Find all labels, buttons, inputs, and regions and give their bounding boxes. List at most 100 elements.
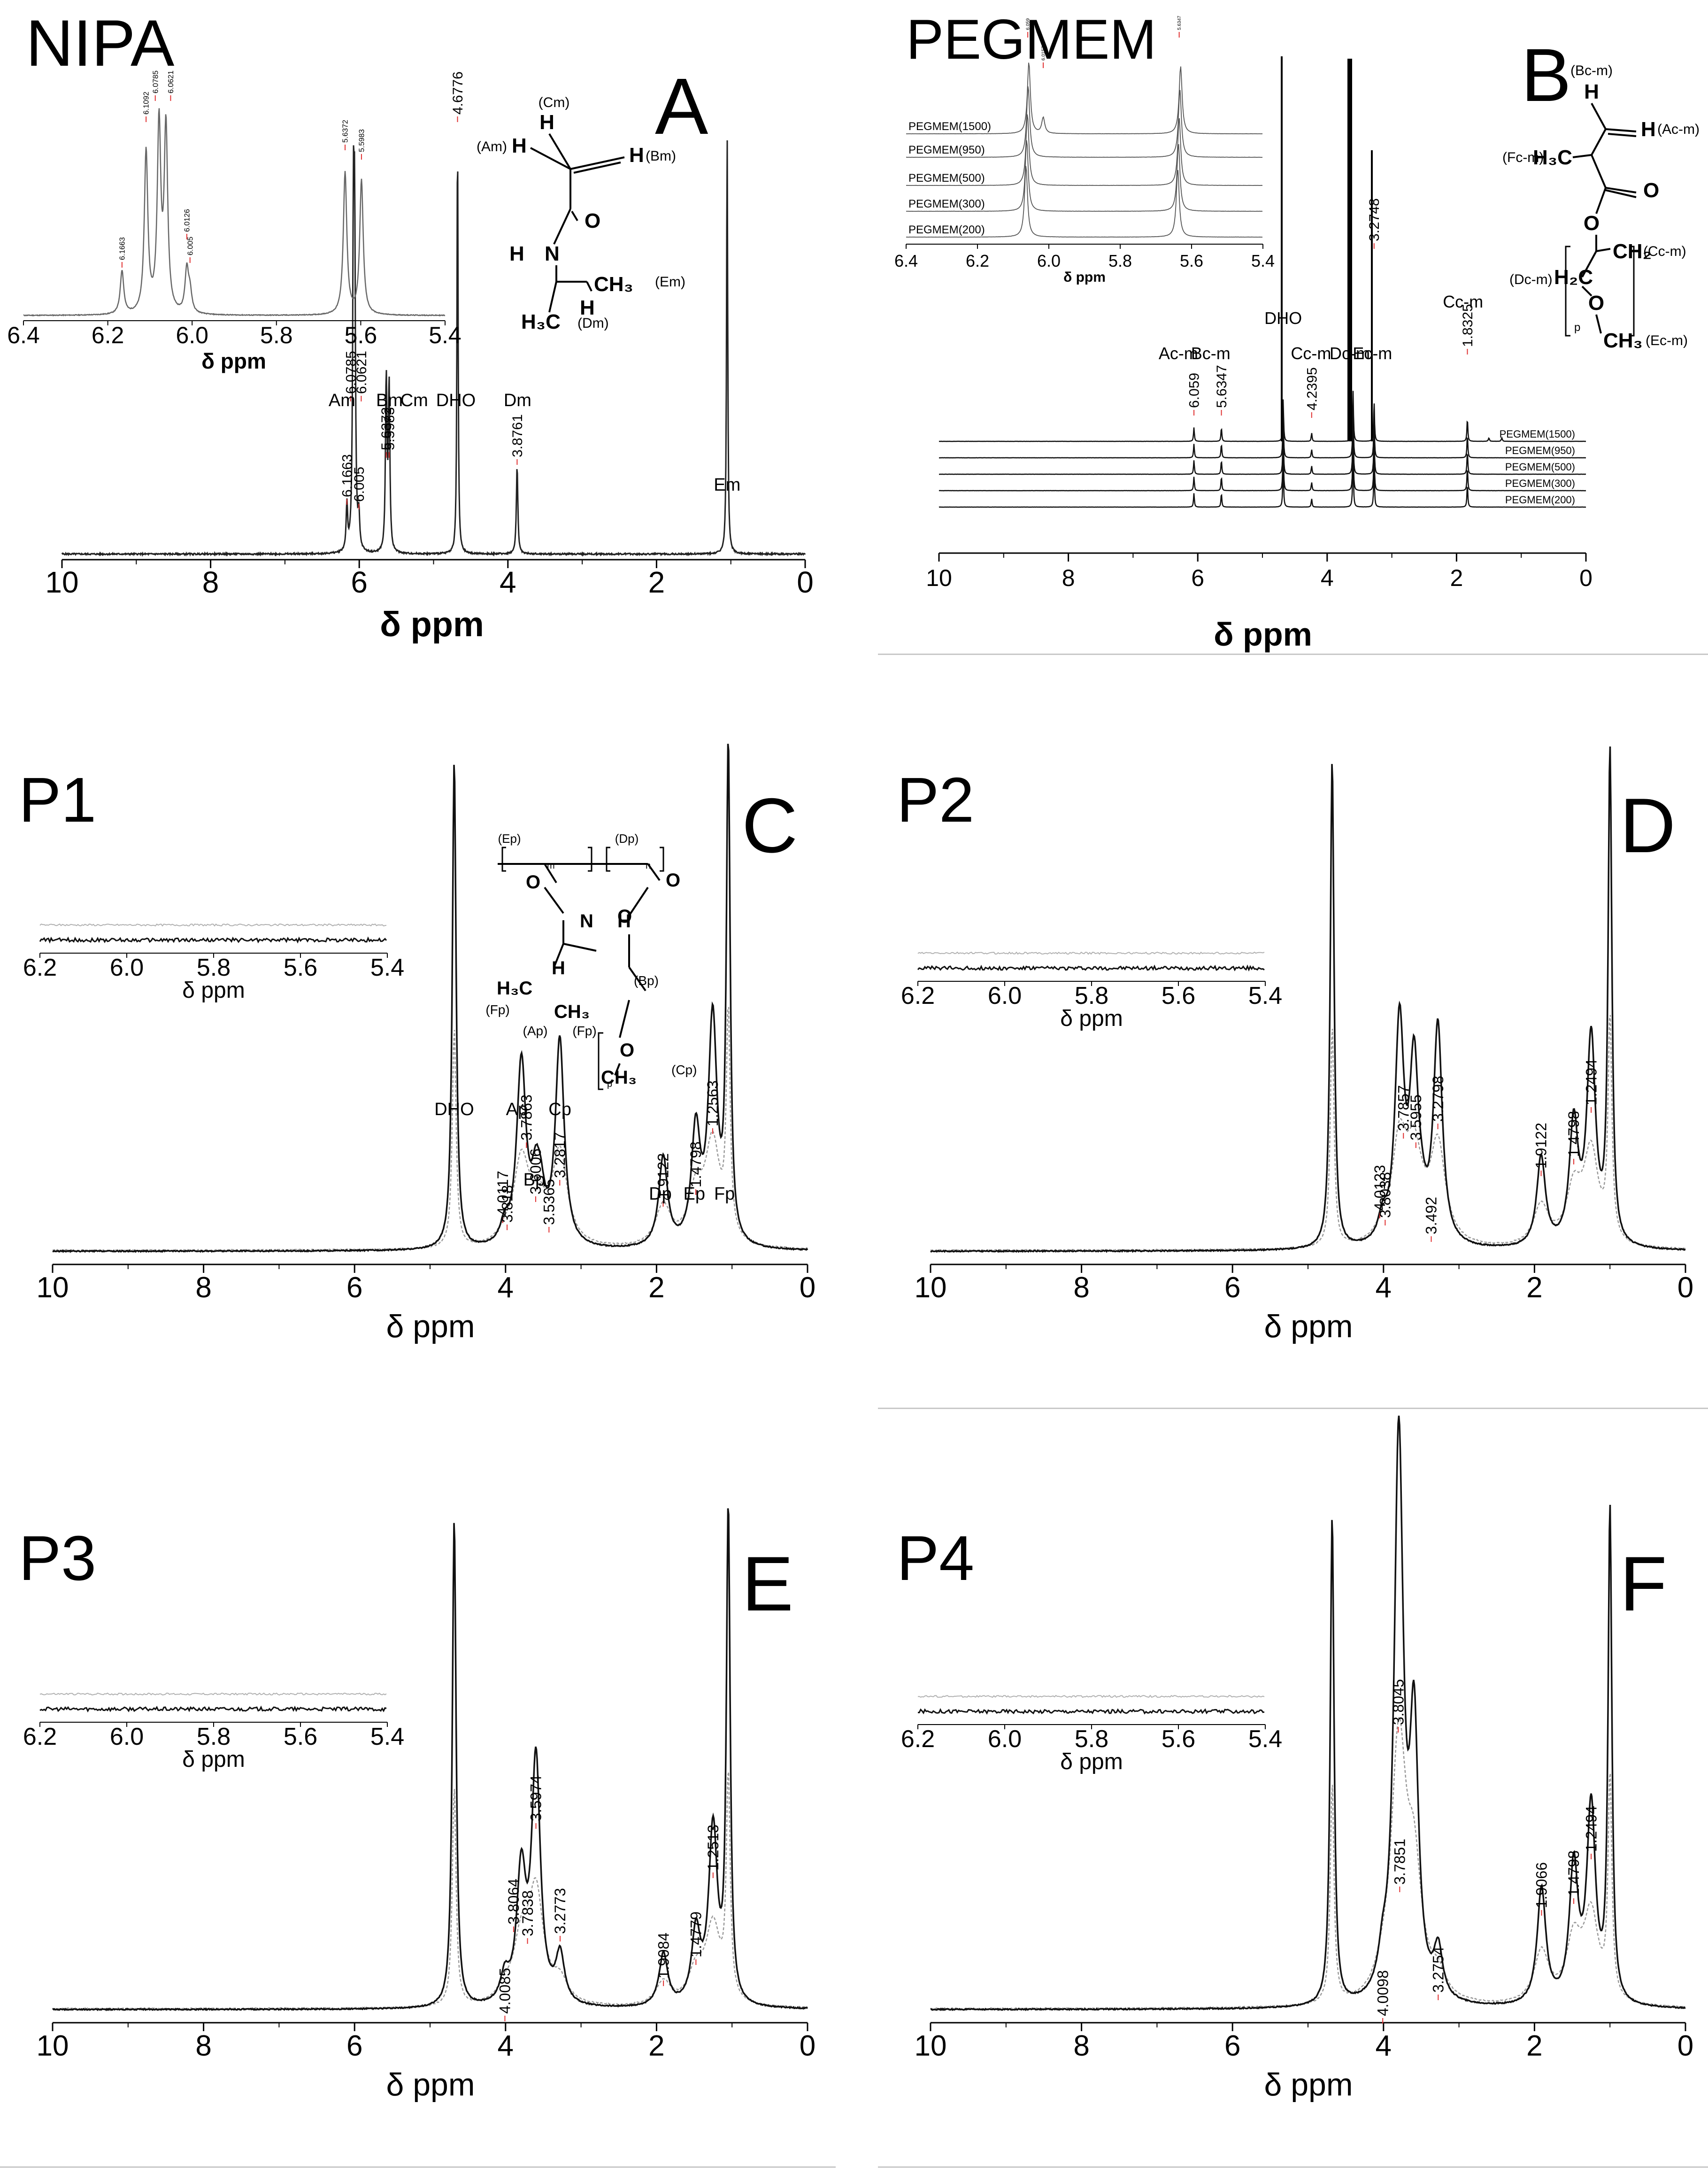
peak-label-group: 3.2817 [552, 1132, 569, 1186]
dashed-spectrum-line [52, 1007, 808, 1252]
peak-label: 3.8064 [505, 1879, 522, 1925]
structure-bond [628, 966, 646, 992]
peak-label: 1.9084 [655, 1933, 672, 1979]
inset-axis: 6.2 6.0 5.8 5.6 5.4 [23, 953, 404, 981]
peak-label-group: 3.7851 [1392, 1839, 1408, 1892]
inset-peak-label: 6.0157 [1041, 46, 1046, 61]
inset-tick-label: 5.8 [197, 954, 231, 981]
peak-label: 3.2817 [552, 1132, 569, 1178]
spectrum-line [61, 140, 806, 557]
peak-label-group: 1.2563 [704, 1080, 721, 1134]
main-tick-label: 8 [1062, 565, 1075, 591]
inset-tick-label: 5.6 [345, 322, 377, 348]
spectrum-series-line [939, 440, 1586, 492]
divider-b [878, 654, 1708, 655]
main-axis: 10 8 6 4 2 0 [926, 552, 1593, 591]
main-tick-label: 4 [498, 2030, 514, 2062]
main-tick-label: 4 [500, 565, 516, 599]
structure-bond [614, 1063, 621, 1076]
spectrum-series-line [939, 424, 1586, 475]
inset-spectrum-line [39, 1705, 387, 1713]
peak-label-group: 3.8038 [1377, 1172, 1394, 1225]
inset-peak-label-group: 6.0126 [183, 209, 191, 239]
structure-bond [548, 281, 557, 313]
inset-axis: 6.2 6.0 5.8 5.6 5.4 [901, 981, 1282, 1009]
structure-bracket [1565, 246, 1570, 337]
dashed-spectrum-line [52, 1772, 808, 2010]
peak-label: 1.4798 [1565, 1111, 1582, 1157]
peak-label: 1.4798 [1565, 1850, 1582, 1896]
peak-label: 3.7838 [519, 1890, 536, 1936]
main-tick-label: 10 [926, 565, 952, 591]
structure-bond [1605, 128, 1637, 132]
main-axis: 10 8 6 4 2 0 [915, 2022, 1693, 2062]
spectrum-line [52, 1508, 808, 2011]
structure-atom: O [666, 870, 680, 891]
peak-label-group: 3.2748 [1367, 198, 1382, 249]
peak-label: 3.6006 [527, 1148, 544, 1194]
structure-bond [1581, 285, 1593, 297]
inset-axis: 6.4 6.2 6.0 5.8 5.6 5.4 [7, 320, 462, 348]
peak-label: 3.2798 [1430, 1076, 1446, 1122]
x-axis-label: δ ppm [1264, 1309, 1353, 1344]
inset-spectrum-line [918, 1708, 1265, 1715]
inset-tick-label: 6.4 [7, 322, 40, 348]
series-label: PEGMEM(500) [1505, 461, 1575, 473]
inset-series-line [906, 140, 1263, 212]
panel-letter: B [1521, 33, 1571, 117]
panel-letter: C [742, 782, 798, 869]
structure-bracket [501, 847, 506, 872]
main-tick-label: 0 [797, 565, 814, 599]
main-tick-label: 0 [800, 1271, 816, 1304]
peak-assignment: DHO [1264, 308, 1302, 328]
panel-title: P4 [897, 1523, 974, 1594]
structure-bond [570, 156, 625, 170]
inset-peak-label-group: 5.6347 [1177, 15, 1182, 38]
inset-peak-label-group: 6.0621 [167, 70, 175, 101]
structure-bond [1595, 314, 1602, 334]
structure-bond [1591, 154, 1607, 188]
structure-bond [619, 1000, 630, 1038]
inset-tick-label: 6.0 [988, 1726, 1022, 1753]
panel-title: NIPA [26, 6, 175, 80]
structure-label: (Em) [655, 274, 685, 290]
peak-label: 3.492 [1423, 1197, 1440, 1234]
peak-assignment: Ec-m [1353, 344, 1392, 363]
inset-peak-label: 5.5983 [358, 129, 366, 152]
main-tick-label: 10 [37, 1271, 69, 1304]
peak-label-group: 4.2395 [1304, 367, 1320, 418]
structure-bond [1595, 187, 1607, 214]
inset-spectrum-line [917, 951, 1265, 955]
peak-label-group: 3.818 [499, 1185, 515, 1230]
polymer-structure: (Ep)(Dp)mn(Fp)(Ap)(Fp)(Bp)(Cp)pONHOOH₃CC… [485, 832, 697, 1090]
main-tick-label: 2 [1526, 2030, 1542, 2062]
main-tick-label: 0 [1677, 1271, 1693, 1304]
peak-label: 4.6776 [450, 71, 466, 115]
peak-label: 4.0098 [1374, 1970, 1391, 2016]
inset-series-line [906, 86, 1262, 158]
peak-label-group: 3.6006 [527, 1148, 544, 1202]
structure-atom: O [1584, 212, 1600, 235]
peak-label: 3.5365 [541, 1179, 558, 1225]
main-tick-label: 6 [346, 2030, 362, 2062]
structure-atom: CH₃ [554, 1001, 590, 1022]
inset-x-label: δ ppm [1060, 1749, 1123, 1774]
peak-assignment: Bm [376, 391, 403, 410]
inset-tick-label: 5.4 [429, 322, 462, 348]
peak-label-group: 3.7838 [519, 1890, 536, 1944]
peak-label: 3.8761 [510, 414, 525, 457]
structure-bond [1572, 154, 1592, 158]
main-tick-label: 2 [648, 2030, 664, 2062]
inset-x-label: δ ppm [1063, 270, 1106, 285]
peak-label: 4.0085 [497, 1968, 514, 2014]
main-tick-label: 4 [1376, 2030, 1392, 2062]
structure-label: (Ap) [523, 1024, 548, 1038]
main-tick-label: 0 [1579, 565, 1593, 591]
peak-label: 1.9066 [1533, 1862, 1550, 1908]
structure-bond [553, 208, 571, 245]
peak-label-group: 1.4798 [1565, 1850, 1582, 1904]
inset-tick-label: 6.0 [176, 322, 208, 348]
inset-tick-label: 6.2 [901, 982, 935, 1009]
main-tick-label: 2 [1526, 1271, 1542, 1304]
